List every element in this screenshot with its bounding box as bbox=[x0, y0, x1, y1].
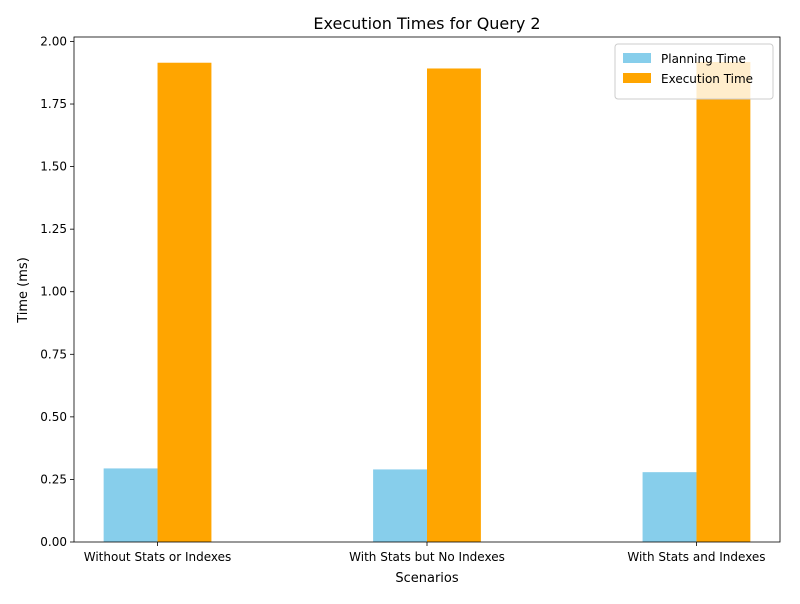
y-tick-label: 0.50 bbox=[40, 410, 67, 424]
chart-title: Execution Times for Query 2 bbox=[313, 14, 540, 33]
y-tick-label: 2.00 bbox=[40, 34, 67, 48]
bar-execution-time-2 bbox=[696, 61, 751, 542]
y-tick-label: 0.00 bbox=[40, 535, 67, 549]
y-tick-label: 1.25 bbox=[40, 222, 67, 236]
legend: Planning Time Execution Time bbox=[614, 43, 774, 100]
legend-label: Execution Time bbox=[661, 72, 753, 86]
legend-box bbox=[614, 43, 774, 100]
y-tick-label: 1.50 bbox=[40, 160, 67, 174]
x-tick-label: With Stats and Indexes bbox=[627, 550, 765, 564]
y-tick-label: 1.00 bbox=[40, 285, 67, 299]
bar-planning-time-1 bbox=[373, 469, 427, 542]
y-tick-label: 0.25 bbox=[40, 472, 67, 486]
bar-planning-time-0 bbox=[103, 468, 158, 542]
y-tick-label: 0.75 bbox=[40, 347, 67, 361]
y-axis-label: Time (ms) bbox=[16, 257, 31, 324]
x-tick-label: Without Stats or Indexes bbox=[84, 550, 232, 564]
bar-planning-time-2 bbox=[642, 472, 697, 542]
legend-swatch-execution-time bbox=[623, 73, 651, 83]
legend-label: Planning Time bbox=[661, 52, 746, 66]
plot-area: 0.00 0.25 0.50 0.75 1.00 1.25 1.50 1.75 2.00 With… bbox=[40, 34, 781, 564]
y-tick-label: 1.75 bbox=[40, 97, 67, 111]
axes-frame bbox=[73, 36, 781, 543]
legend-swatch-planning-time bbox=[623, 53, 651, 63]
x-tick-label: With Stats but No Indexes bbox=[349, 550, 505, 564]
x-axis-label: Scenarios bbox=[395, 571, 459, 586]
bar-execution-time-1 bbox=[427, 68, 481, 542]
bar-execution-time-0 bbox=[157, 62, 212, 542]
